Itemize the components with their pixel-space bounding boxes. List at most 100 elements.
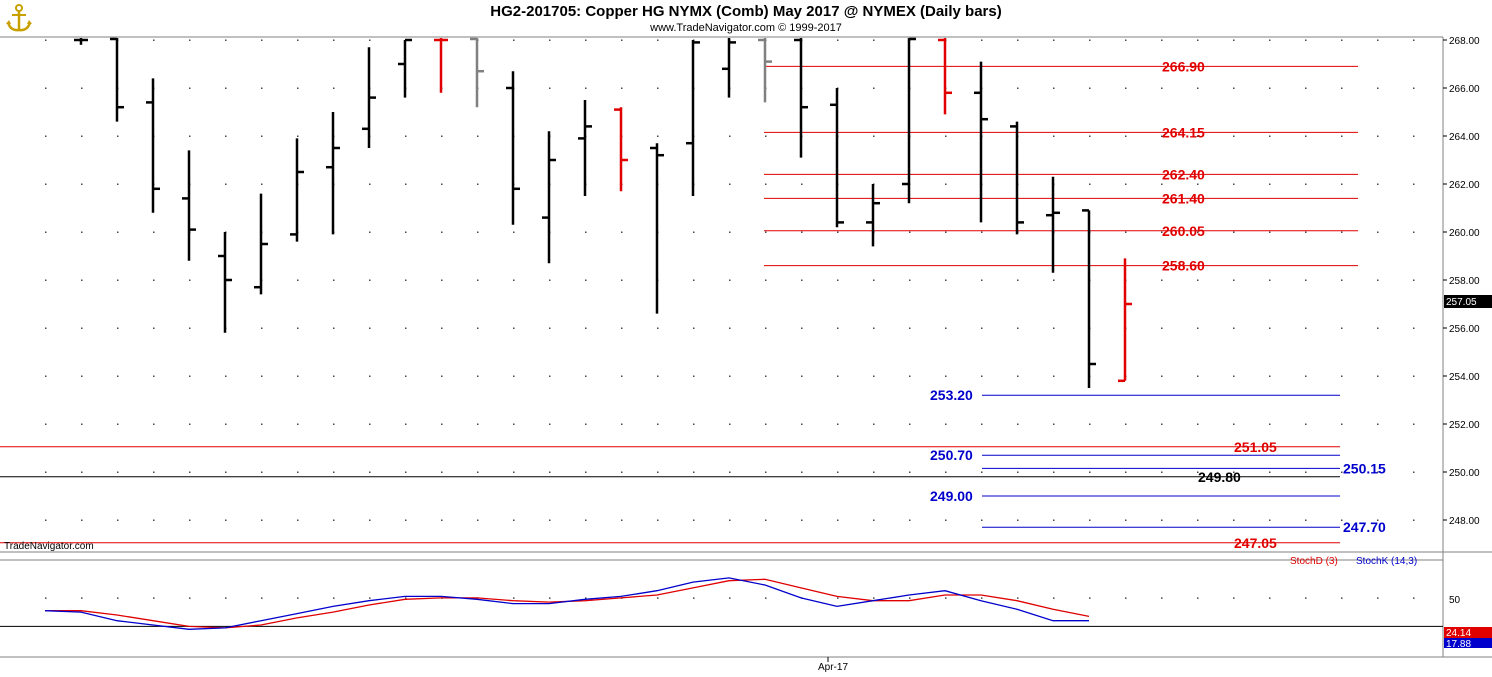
grid-dot [153,231,155,233]
ohlc-bar [830,88,844,228]
ohlc-bar [794,38,808,158]
grid-dot [1233,471,1235,473]
grid-dot [549,327,551,329]
grid-dot [657,423,659,425]
grid-dot [477,135,479,137]
grid-dot [837,327,839,329]
grid-dot [657,519,659,521]
grid-dot [81,471,83,473]
grid-dot [81,327,83,329]
grid-dot [225,519,227,521]
grid-dot [1161,183,1163,185]
grid-dot [1233,423,1235,425]
grid-dot [657,327,659,329]
y-tick-label: 264.00 [1449,132,1480,143]
grid-dot [765,375,767,377]
grid-dot [765,471,767,473]
current-price-badge [1444,295,1492,308]
y-tick-label: 268.00 [1449,36,1480,47]
grid-dot [153,279,155,281]
resistance-label: 261.40 [1162,190,1205,206]
grid-dot [333,423,335,425]
grid-dot [1341,279,1343,281]
grid-dot [1413,279,1415,281]
grid-dot [297,39,299,41]
grid-dot [369,327,371,329]
stoch-grid-dot [81,597,83,599]
grid-dot [369,39,371,41]
grid-dot [693,471,695,473]
grid-dot [837,519,839,521]
grid-dot [693,327,695,329]
grid-dot [117,519,119,521]
grid-dot [297,375,299,377]
grid-dot [1413,39,1415,41]
grid-dot [801,519,803,521]
support-label: 253.20 [930,387,973,403]
grid-dot [1089,39,1091,41]
ohlc-bar [218,232,232,333]
grid-dot [909,375,911,377]
grid-dot [189,519,191,521]
grid-dot [477,279,479,281]
grid-dot [657,39,659,41]
grid-dot [1197,231,1199,233]
grid-dot [1017,327,1019,329]
stoch-grid-dot [369,597,371,599]
y-tick-label: 248.00 [1449,516,1480,527]
stoch-grid-dot [117,597,119,599]
ohlc-bar [254,193,268,295]
grid-dot [1305,375,1307,377]
stoch-grid-dot [1017,597,1019,599]
ohlc-bar [614,107,628,192]
grid-dot [1269,423,1271,425]
stoch-grid-dot [549,597,551,599]
resistance-label: 260.05 [1162,223,1205,239]
grid-dot [909,423,911,425]
stoch-grid-dot [513,597,515,599]
grid-dot [81,183,83,185]
stoch-grid-dot [405,597,407,599]
grid-dot [873,471,875,473]
grid-dot [1233,279,1235,281]
grid-dot [81,279,83,281]
grid-dot [549,519,551,521]
y-tick-label: 256.00 [1449,324,1480,335]
grid-dot [297,135,299,137]
grid-dot [1305,279,1307,281]
grid-dot [837,231,839,233]
y-axis-ticks: 248.00 250.00 252.00 254.00 256.00 258.00 260.… [1443,36,1480,527]
grid-dot [981,375,983,377]
grid-dot [477,375,479,377]
stoch-grid-dot [1377,597,1379,599]
grid-dot [405,327,407,329]
grid-dot [1269,471,1271,473]
stoch-k-value: 17.88 [1446,639,1471,650]
grid-dot [333,39,335,41]
grid-dot [1089,87,1091,89]
grid-dot [585,279,587,281]
grid-dot [837,39,839,41]
grid-dot [1305,519,1307,521]
grid-dot [549,375,551,377]
grid-dot [1341,375,1343,377]
grid-dot [153,519,155,521]
grid-dot [1377,423,1379,425]
grid-dot [585,375,587,377]
resistance-label: 258.60 [1162,258,1205,274]
grid-dot [45,231,47,233]
grid-dot [1089,519,1091,521]
grid-dot [513,327,515,329]
grid-dot [765,183,767,185]
grid-dot [1413,423,1415,425]
grid-dot [945,519,947,521]
grid-dot [801,471,803,473]
stoch-grid-dot [153,597,155,599]
grid-dot [477,327,479,329]
grid-dot [117,423,119,425]
grid-dot [261,471,263,473]
grid-dot [1269,87,1271,89]
grid-dot [1305,471,1307,473]
grid-dot [1161,423,1163,425]
